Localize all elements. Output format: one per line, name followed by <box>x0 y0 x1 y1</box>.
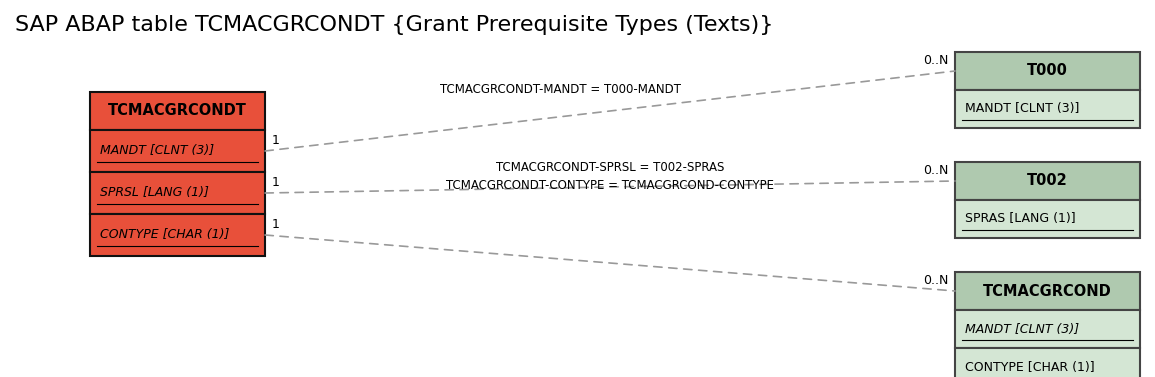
Text: TCMACGRCOND: TCMACGRCOND <box>983 284 1112 299</box>
Bar <box>90 214 264 256</box>
Text: TCMACGRCONDT-SPRSL = T002-SPRAS: TCMACGRCONDT-SPRSL = T002-SPRAS <box>495 161 724 174</box>
Text: T002: T002 <box>1027 173 1068 188</box>
Text: MANDT [CLNT (3)]: MANDT [CLNT (3)] <box>100 144 214 158</box>
Text: MANDT [CLNT (3)]: MANDT [CLNT (3)] <box>964 103 1080 115</box>
Bar <box>955 200 1140 238</box>
Text: 0..N: 0..N <box>923 164 948 177</box>
Bar <box>90 92 264 130</box>
Text: 1: 1 <box>271 134 280 147</box>
Bar <box>955 310 1140 348</box>
Text: SPRAS [LANG (1)]: SPRAS [LANG (1)] <box>964 213 1075 225</box>
Text: MANDT [CLNT (3)]: MANDT [CLNT (3)] <box>964 322 1079 336</box>
Bar <box>90 172 264 214</box>
Bar <box>90 130 264 172</box>
Bar <box>955 162 1140 200</box>
Text: TCMACGRCONDT-MANDT = T000-MANDT: TCMACGRCONDT-MANDT = T000-MANDT <box>440 83 680 96</box>
Text: 0..N: 0..N <box>923 54 948 67</box>
Text: TCMACGRCONDT: TCMACGRCONDT <box>109 104 247 118</box>
Bar <box>955 52 1140 90</box>
Text: CONTYPE [CHAR (1)]: CONTYPE [CHAR (1)] <box>964 360 1095 374</box>
Text: 1: 1 <box>271 218 280 231</box>
Bar <box>955 90 1140 128</box>
Bar <box>955 348 1140 377</box>
Text: CONTYPE [CHAR (1)]: CONTYPE [CHAR (1)] <box>100 228 230 242</box>
Text: 0..N: 0..N <box>923 274 948 287</box>
Text: TCMACGRCONDT-CONTYPE = TCMACGRCOND-CONTYPE: TCMACGRCONDT-CONTYPE = TCMACGRCOND-CONTY… <box>446 179 774 192</box>
Text: 1: 1 <box>271 176 280 189</box>
Bar <box>955 272 1140 310</box>
Text: SPRSL [LANG (1)]: SPRSL [LANG (1)] <box>100 187 209 199</box>
Text: SAP ABAP table TCMACGRCONDT {Grant Prerequisite Types (Texts)}: SAP ABAP table TCMACGRCONDT {Grant Prere… <box>15 15 774 35</box>
Text: T000: T000 <box>1027 63 1068 78</box>
